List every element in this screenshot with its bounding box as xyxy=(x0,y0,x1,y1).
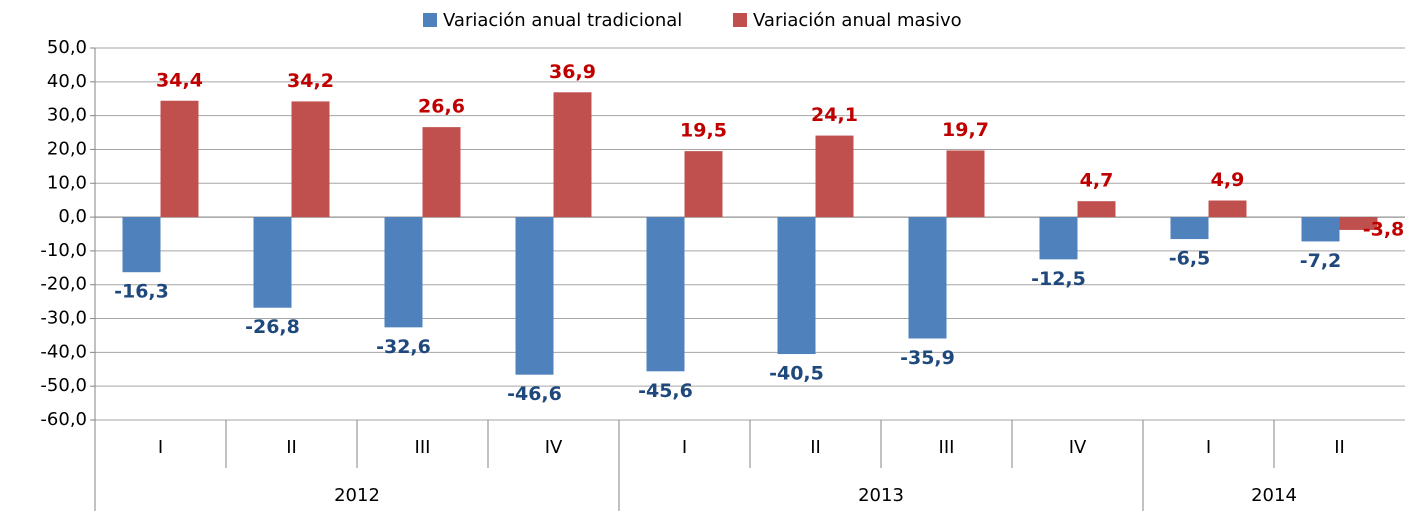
x-tick-label: IV xyxy=(1069,437,1087,458)
bar xyxy=(777,217,816,355)
group-label: 2013 xyxy=(858,485,904,506)
value-label: 4,9 xyxy=(1211,169,1245,191)
bar xyxy=(684,151,723,218)
bar xyxy=(1339,217,1378,230)
x-tick-label: III xyxy=(939,437,955,458)
value-label: 34,4 xyxy=(156,69,203,91)
value-label: -12,5 xyxy=(1031,268,1086,290)
y-tick-label: -10,0 xyxy=(40,240,87,261)
x-tick-label: II xyxy=(810,437,821,458)
bar xyxy=(908,217,947,339)
y-tick-label: 40,0 xyxy=(47,71,87,92)
value-label: 26,6 xyxy=(418,96,465,118)
bar xyxy=(1170,217,1209,240)
bar xyxy=(384,217,423,328)
bar xyxy=(291,101,330,218)
x-tick-label: I xyxy=(158,437,163,458)
bar xyxy=(1039,217,1078,260)
bar xyxy=(515,217,554,375)
bar xyxy=(815,135,854,218)
y-tick-label: 50,0 xyxy=(47,37,87,58)
value-label: 34,2 xyxy=(287,70,334,92)
x-tick-label: II xyxy=(286,437,297,458)
value-label: -35,9 xyxy=(900,347,955,369)
value-label: 36,9 xyxy=(549,61,596,83)
x-tick-label: II xyxy=(1334,437,1345,458)
y-tick-label: 10,0 xyxy=(47,172,87,193)
value-label: -32,6 xyxy=(376,336,431,358)
y-tick-label: -50,0 xyxy=(40,375,87,396)
value-label: -40,5 xyxy=(769,363,824,385)
bar xyxy=(160,100,199,218)
value-label: -46,6 xyxy=(507,383,562,405)
value-label: -45,6 xyxy=(638,380,693,402)
value-label: -16,3 xyxy=(114,281,169,303)
y-tick-label: -20,0 xyxy=(40,274,87,295)
value-label: 19,7 xyxy=(942,119,989,141)
y-tick-label: 20,0 xyxy=(47,138,87,159)
bar xyxy=(1208,200,1247,218)
bar xyxy=(1301,217,1340,242)
legend-swatch xyxy=(423,13,437,27)
bar xyxy=(122,217,161,273)
value-label: 4,7 xyxy=(1080,170,1114,192)
x-tick-label: I xyxy=(1206,437,1211,458)
x-tick-label: III xyxy=(415,437,431,458)
bar xyxy=(646,217,685,372)
bar xyxy=(1077,201,1116,218)
y-tick-label: 30,0 xyxy=(47,105,87,126)
value-label: -7,2 xyxy=(1300,250,1342,272)
y-tick-label: -60,0 xyxy=(40,409,87,430)
bar xyxy=(946,150,985,218)
value-label: -3,8 xyxy=(1363,218,1405,240)
y-tick-label: 0,0 xyxy=(58,206,87,227)
bar xyxy=(422,127,461,218)
value-label: -6,5 xyxy=(1169,248,1211,270)
y-tick-label: -40,0 xyxy=(40,341,87,362)
x-tick-label: I xyxy=(682,437,687,458)
legend-swatch xyxy=(733,13,747,27)
legend-label: Variación anual masivo xyxy=(753,10,962,31)
group-label: 2012 xyxy=(334,485,380,506)
y-tick-label: -30,0 xyxy=(40,308,87,329)
bar xyxy=(253,217,292,308)
value-label: 19,5 xyxy=(680,120,727,142)
x-tick-label: IV xyxy=(545,437,563,458)
value-label: 24,1 xyxy=(811,104,858,126)
legend-label: Variación anual tradicional xyxy=(443,10,682,31)
value-label: -26,8 xyxy=(245,316,300,338)
group-label: 2014 xyxy=(1251,485,1297,506)
bar xyxy=(553,92,592,218)
